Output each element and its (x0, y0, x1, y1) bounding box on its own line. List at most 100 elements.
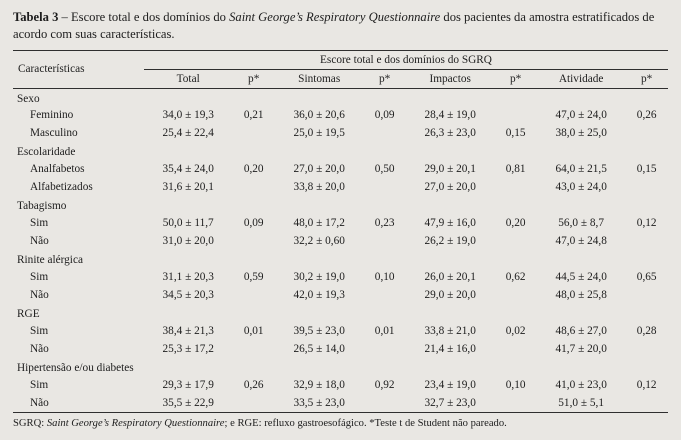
row-label: Alfabetizados (30, 181, 93, 194)
cell-p-total: 0,01 (243, 325, 264, 338)
cell-impactos: 26,3 ± 23,0 (424, 127, 476, 140)
cell-p-atividade: 0,12 (636, 379, 657, 392)
cell-sintomas: 25,0 ± 19,5 (293, 127, 345, 140)
cell-p-impactos: 0,62 (505, 271, 526, 284)
cell-p-sintomas: 0,23 (374, 217, 395, 230)
cell-p-total (232, 124, 275, 142)
row-label: Sim (30, 379, 49, 392)
cell-p-total (232, 286, 275, 304)
cell-total: 25,3 ± 17,2 (162, 343, 214, 356)
cell-p-sintomas (363, 340, 406, 358)
span-header-sgrq: Escore total e dos domínios do SGRQ (144, 50, 668, 70)
group-row-sexo: Sexo (13, 88, 668, 106)
caption-text-pre: Escore total e dos domínios do (70, 10, 230, 24)
cell-p-sintomas: 0,01 (374, 325, 395, 338)
cell-p-atividade (625, 394, 668, 412)
cell-atividade: 44,5 ± 24,0 (555, 271, 607, 284)
cell-p-total (232, 178, 275, 196)
cell-p-atividade: 0,65 (636, 271, 657, 284)
cell-p-impactos: 0,10 (505, 379, 526, 392)
cell-p-impactos: 0,15 (505, 127, 526, 140)
cell-atividade: 38,0 ± 25,0 (555, 127, 607, 140)
cell-p-atividade: 0,15 (636, 163, 657, 176)
cell-sintomas: 26,5 ± 14,0 (293, 343, 345, 356)
cell-atividade: 41,0 ± 23,0 (555, 379, 607, 392)
cell-p-sintomas (363, 124, 406, 142)
cell-sintomas: 30,2 ± 19,0 (293, 271, 345, 284)
col-header-p-atividade: p* (625, 69, 668, 89)
cell-p-total (232, 340, 275, 358)
row-label: Sim (30, 271, 49, 284)
cell-p-sintomas: 0,09 (374, 109, 395, 122)
table-row: Masculino 25,4 ± 22,4 25,0 ± 19,5 26,3 ±… (13, 124, 668, 142)
document-page: Tabela 3 – Escore total e dos domínios d… (13, 10, 668, 431)
cell-atividade: 51,0 ± 5,1 (558, 397, 605, 409)
cell-total: 34,5 ± 20,3 (162, 289, 214, 302)
footnote-text-pre: SGRQ: (13, 417, 47, 429)
cell-p-sintomas: 0,10 (374, 271, 395, 284)
sgrq-results-table: Características Escore total e dos domín… (13, 49, 668, 413)
table-row: Alfabetizados 31,6 ± 20,1 33,8 ± 20,0 27… (13, 178, 668, 196)
cell-p-atividade (625, 124, 668, 142)
cell-impactos: 29,0 ± 20,1 (424, 163, 476, 176)
cell-sintomas: 33,5 ± 23,0 (293, 397, 345, 409)
cell-p-atividade (625, 286, 668, 304)
cell-atividade: 47,0 ± 24,0 (555, 109, 607, 122)
row-label: Não (30, 235, 49, 248)
table-row: Sim 50,0 ± 11,7 0,09 48,0 ± 17,2 0,23 47… (13, 214, 668, 232)
cell-impactos: 23,4 ± 19,0 (424, 379, 476, 392)
row-label: Sim (30, 325, 49, 338)
cell-total: 38,4 ± 21,3 (162, 325, 214, 338)
group-label: Escolaridade (17, 146, 76, 159)
table-row: Não 35,5 ± 22,9 33,5 ± 23,0 32,7 ± 23,0 … (13, 394, 668, 412)
table-row: Sim 38,4 ± 21,3 0,01 39,5 ± 23,0 0,01 33… (13, 322, 668, 340)
cell-atividade: 64,0 ± 21,5 (555, 163, 607, 176)
group-row-tabagismo: Tabagismo (13, 196, 668, 214)
row-label: Sim (30, 217, 49, 230)
table-row: Não 25,3 ± 17,2 26,5 ± 14,0 21,4 ± 16,0 … (13, 340, 668, 358)
cell-total: 31,1 ± 20,3 (162, 271, 214, 284)
group-row-hipertensao-diabetes: Hipertensão e/ou diabetes (13, 358, 668, 376)
row-label: Feminino (30, 109, 74, 122)
caption-text-post: dos pacientes da amostra estratificados … (13, 10, 655, 41)
table-row: Não 34,5 ± 20,3 42,0 ± 19,3 29,0 ± 20,0 … (13, 286, 668, 304)
cell-p-sintomas: 0,50 (374, 163, 395, 176)
group-label: Tabagismo (17, 200, 67, 213)
cell-total: 34,0 ± 19,3 (162, 109, 214, 122)
header-row-columns: Total p* Sintomas p* Impactos p* Ativida… (13, 69, 668, 89)
header-row-top: Características Escore total e dos domín… (13, 50, 668, 89)
cell-p-impactos: 0,20 (505, 217, 526, 230)
cell-p-atividade: 0,12 (636, 217, 657, 230)
group-label: Hipertensão e/ou diabetes (17, 362, 134, 375)
col-header-impactos: Impactos (405, 69, 495, 89)
cell-impactos: 27,0 ± 20,0 (424, 181, 476, 194)
row-label: Não (30, 397, 49, 409)
group-row-escolaridade: Escolaridade (13, 142, 668, 160)
cell-p-impactos (494, 286, 537, 304)
cell-p-sintomas (363, 178, 406, 196)
cell-sintomas: 39,5 ± 23,0 (293, 325, 345, 338)
group-row-rge: RGE (13, 304, 668, 322)
cell-atividade: 48,0 ± 25,8 (555, 289, 607, 302)
cell-total: 35,4 ± 24,0 (162, 163, 214, 176)
cell-sintomas: 33,8 ± 20,0 (293, 181, 345, 194)
cell-p-total: 0,21 (243, 109, 264, 122)
cell-p-total (232, 232, 275, 250)
cell-p-atividade: 0,26 (636, 109, 657, 122)
row-label: Não (30, 289, 49, 302)
cell-sintomas: 42,0 ± 19,3 (293, 289, 345, 302)
cell-p-total (232, 394, 275, 412)
cell-atividade: 47,0 ± 24,8 (555, 235, 607, 248)
cell-total: 25,4 ± 22,4 (162, 127, 214, 140)
cell-atividade: 48,6 ± 27,0 (555, 325, 607, 338)
cell-impactos: 21,4 ± 16,0 (424, 343, 476, 356)
table-footnote: SGRQ: Saint George’s Respiratory Questio… (13, 417, 668, 431)
cell-atividade: 43,0 ± 24,0 (555, 181, 607, 194)
cell-impactos: 26,0 ± 20,1 (424, 271, 476, 284)
cell-p-sintomas: 0,92 (374, 379, 395, 392)
cell-impactos: 26,2 ± 19,0 (424, 235, 476, 248)
cell-sintomas: 48,0 ± 17,2 (293, 217, 345, 230)
col-header-p-sintomas: p* (363, 69, 406, 89)
col-header-caracteristicas: Características (13, 50, 144, 89)
table-row: Sim 29,3 ± 17,9 0,26 32,9 ± 18,0 0,92 23… (13, 376, 668, 394)
